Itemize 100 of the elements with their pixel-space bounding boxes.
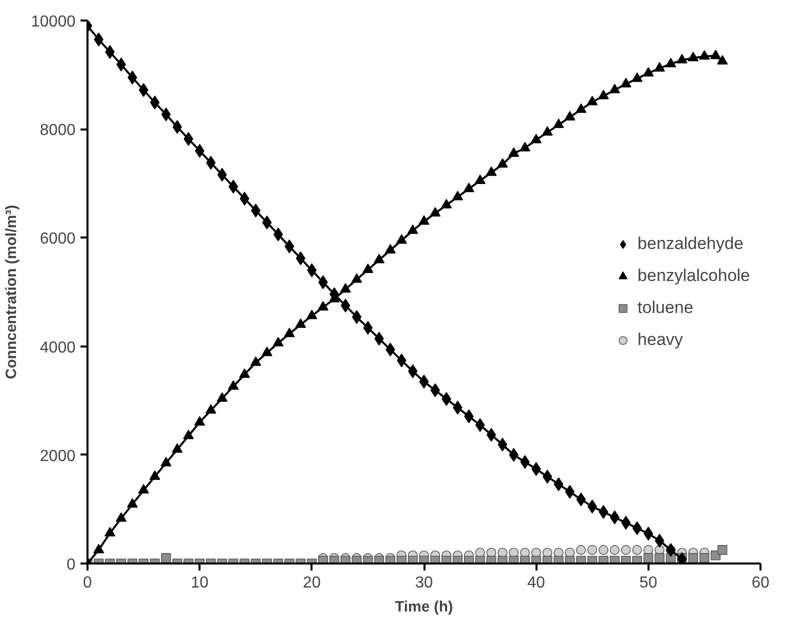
point bbox=[183, 430, 194, 440]
point bbox=[295, 318, 306, 328]
point bbox=[700, 553, 710, 563]
y-tick-label: 8000 bbox=[40, 122, 76, 140]
point bbox=[149, 470, 160, 480]
x-tick-label: 0 bbox=[83, 574, 92, 592]
point bbox=[284, 328, 295, 338]
point bbox=[105, 45, 115, 59]
point bbox=[116, 512, 127, 522]
point bbox=[239, 368, 250, 378]
x-tick-label: 50 bbox=[639, 574, 658, 592]
x-tick-label: 30 bbox=[415, 574, 433, 592]
point bbox=[508, 147, 520, 157]
point bbox=[407, 224, 418, 234]
y-tick-label: 4000 bbox=[40, 339, 76, 356]
point bbox=[553, 118, 564, 128]
x-tick-label: 40 bbox=[527, 574, 546, 592]
point bbox=[598, 90, 609, 100]
point bbox=[642, 66, 654, 76]
point bbox=[194, 416, 206, 426]
legend-label: toluene bbox=[638, 298, 694, 318]
y-tick-label: 10000 bbox=[31, 14, 76, 30]
point bbox=[654, 553, 664, 563]
y-tick-label: 0 bbox=[66, 556, 76, 574]
point bbox=[93, 544, 104, 554]
point bbox=[272, 336, 284, 346]
point bbox=[632, 72, 643, 82]
point bbox=[665, 58, 676, 68]
point bbox=[138, 484, 149, 494]
legend-label: heavy bbox=[638, 330, 683, 350]
point bbox=[306, 310, 318, 320]
point bbox=[384, 244, 396, 254]
point bbox=[352, 310, 362, 324]
point bbox=[463, 182, 474, 192]
legend-label: benzaldehyde bbox=[638, 234, 744, 254]
point bbox=[340, 298, 350, 312]
point bbox=[621, 545, 631, 555]
point bbox=[273, 228, 283, 242]
point bbox=[161, 553, 171, 563]
point bbox=[520, 455, 530, 469]
point bbox=[531, 462, 541, 476]
point bbox=[374, 254, 385, 264]
point bbox=[542, 126, 553, 136]
point bbox=[498, 438, 508, 452]
point bbox=[362, 264, 374, 274]
point bbox=[520, 142, 530, 152]
point bbox=[610, 545, 620, 555]
point bbox=[216, 392, 228, 402]
point bbox=[386, 342, 396, 356]
point bbox=[676, 54, 688, 64]
point bbox=[474, 174, 486, 184]
point bbox=[587, 545, 598, 555]
point bbox=[104, 526, 116, 536]
point bbox=[530, 134, 542, 144]
point bbox=[576, 103, 586, 113]
x-tick-label: 60 bbox=[752, 574, 770, 592]
point bbox=[318, 301, 328, 310]
point bbox=[654, 62, 665, 72]
point bbox=[396, 354, 406, 368]
x-tick-label: 20 bbox=[302, 574, 321, 592]
point bbox=[717, 545, 728, 555]
point bbox=[598, 545, 608, 555]
legend-label: benzylalcohole bbox=[638, 266, 750, 286]
point bbox=[442, 392, 452, 406]
point bbox=[351, 273, 362, 283]
point bbox=[94, 32, 104, 46]
y-tick-label: 2000 bbox=[40, 448, 76, 465]
point bbox=[710, 50, 722, 60]
point bbox=[126, 498, 138, 508]
point bbox=[228, 380, 239, 390]
point bbox=[161, 108, 171, 122]
point bbox=[160, 456, 172, 466]
point bbox=[643, 553, 654, 563]
y-tick-label: 6000 bbox=[40, 230, 76, 248]
point bbox=[172, 443, 183, 453]
point bbox=[250, 356, 262, 366]
point bbox=[609, 84, 620, 94]
point bbox=[138, 83, 148, 97]
point bbox=[452, 190, 464, 200]
point bbox=[688, 52, 699, 62]
y-axis-title: Conncentration (mol/m³) bbox=[3, 204, 20, 380]
point bbox=[418, 215, 430, 225]
point bbox=[419, 374, 429, 388]
point bbox=[576, 545, 586, 555]
point bbox=[497, 158, 508, 168]
point bbox=[699, 50, 710, 60]
point bbox=[430, 207, 441, 217]
point bbox=[586, 96, 598, 106]
x-axis-title: Time (h) bbox=[394, 598, 454, 616]
point bbox=[116, 58, 126, 72]
point bbox=[150, 96, 160, 110]
point bbox=[564, 110, 576, 120]
point bbox=[396, 234, 407, 244]
point bbox=[632, 545, 642, 555]
point bbox=[576, 492, 586, 506]
point bbox=[205, 404, 216, 414]
point bbox=[688, 553, 698, 563]
point bbox=[262, 346, 272, 356]
point bbox=[262, 216, 272, 230]
point bbox=[598, 505, 608, 519]
